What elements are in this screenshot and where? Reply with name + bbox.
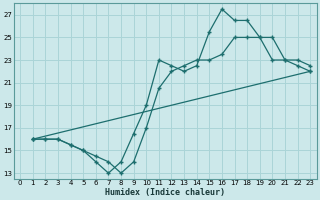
X-axis label: Humidex (Indice chaleur): Humidex (Indice chaleur)	[105, 188, 225, 197]
